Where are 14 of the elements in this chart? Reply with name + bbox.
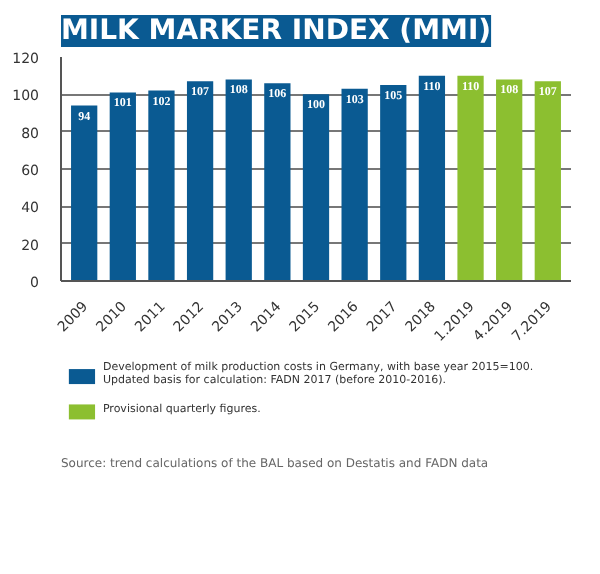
bar (341, 88, 368, 281)
bar (457, 75, 484, 281)
bar (496, 79, 523, 281)
bar (71, 105, 98, 281)
bar (302, 94, 330, 281)
bar (264, 83, 291, 281)
bar (380, 85, 407, 281)
bar (148, 90, 175, 281)
bar (186, 81, 214, 281)
bar (109, 92, 136, 281)
bar (225, 79, 252, 281)
bar (534, 81, 561, 281)
chart-title: MILK MARKER INDEX (MMI) (61, 15, 492, 47)
bar (418, 75, 446, 281)
